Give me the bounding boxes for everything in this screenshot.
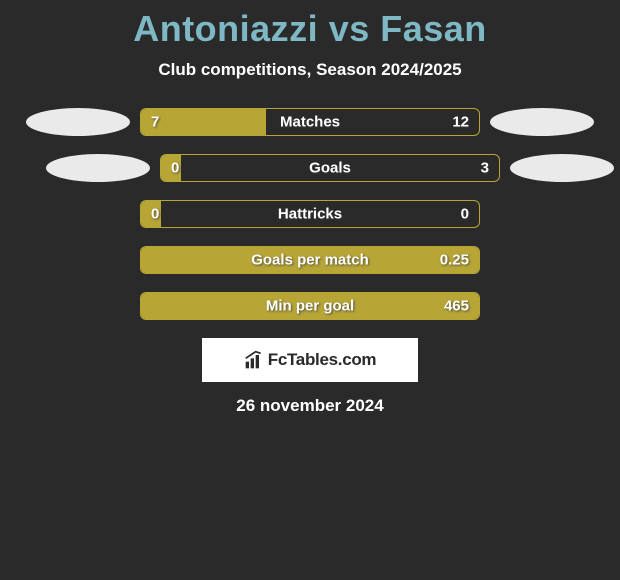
stat-value-right: 0.25 bbox=[440, 252, 469, 269]
stat-value-right: 465 bbox=[444, 298, 469, 315]
stat-label: Matches bbox=[280, 114, 340, 131]
stat-value-left: 0 bbox=[151, 206, 159, 223]
chart-icon bbox=[244, 350, 264, 370]
stat-bar: 0 Goals 3 bbox=[160, 154, 500, 182]
stat-label: Goals bbox=[309, 160, 351, 177]
stat-label: Goals per match bbox=[251, 252, 369, 269]
stat-value-left: 0 bbox=[171, 160, 179, 177]
stat-row: Goals per match 0.25 bbox=[0, 246, 620, 274]
player-avatar-right bbox=[510, 154, 614, 182]
page-title: Antoniazzi vs Fasan bbox=[0, 0, 620, 50]
stat-bar: 7 Matches 12 bbox=[140, 108, 480, 136]
stat-row: 0 Hattricks 0 bbox=[0, 200, 620, 228]
stat-bar: Min per goal 465 bbox=[140, 292, 480, 320]
stat-value-left: 7 bbox=[151, 114, 159, 131]
logo-text: FcTables.com bbox=[268, 350, 377, 370]
comparison-bars: 7 Matches 12 0 Goals 3 0 Hattricks 0 Goals per ma… bbox=[0, 108, 620, 320]
stat-bar: Goals per match 0.25 bbox=[140, 246, 480, 274]
stat-label: Min per goal bbox=[266, 298, 354, 315]
date-text: 26 november 2024 bbox=[0, 396, 620, 416]
subtitle: Club competitions, Season 2024/2025 bbox=[0, 60, 620, 80]
stat-row: Min per goal 465 bbox=[0, 292, 620, 320]
stat-value-right: 0 bbox=[461, 206, 469, 223]
stat-bar: 0 Hattricks 0 bbox=[140, 200, 480, 228]
stat-label: Hattricks bbox=[278, 206, 342, 223]
stat-row: 0 Goals 3 bbox=[0, 154, 620, 182]
player-avatar-left bbox=[26, 108, 130, 136]
stat-value-right: 12 bbox=[452, 114, 469, 131]
stat-bar-fill bbox=[141, 109, 266, 135]
logo-box: FcTables.com bbox=[202, 338, 418, 382]
player-avatar-left bbox=[46, 154, 150, 182]
player-avatar-right bbox=[490, 108, 594, 136]
stat-value-right: 3 bbox=[481, 160, 489, 177]
stat-row: 7 Matches 12 bbox=[0, 108, 620, 136]
